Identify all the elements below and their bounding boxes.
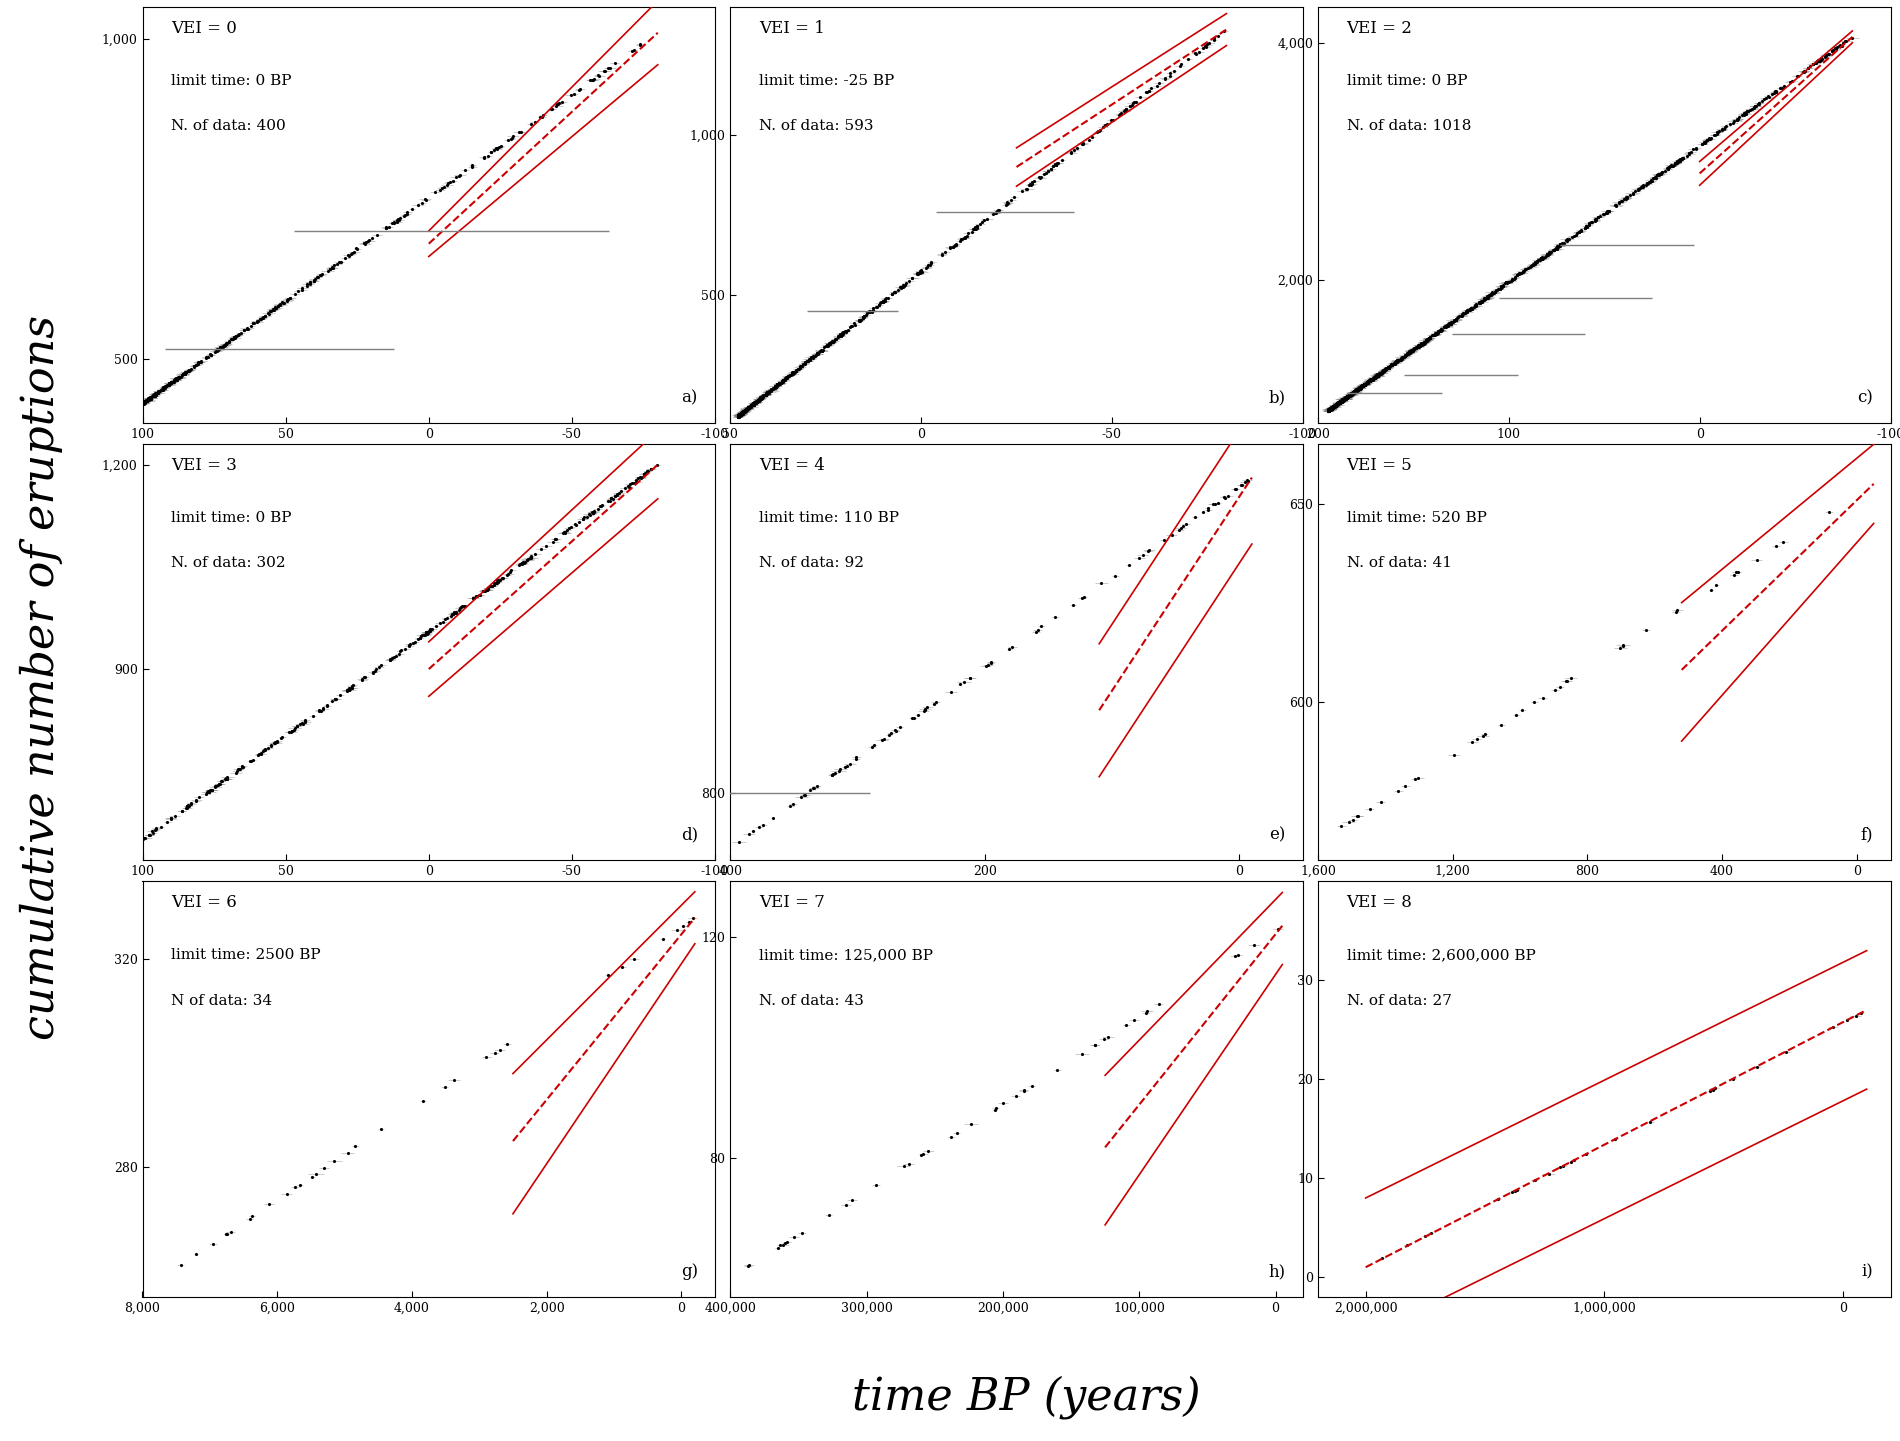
Text: VEI = 3: VEI = 3	[171, 457, 238, 474]
Text: N. of data: 27: N. of data: 27	[1347, 994, 1452, 1007]
Text: f): f)	[1860, 826, 1873, 843]
Text: h): h)	[1269, 1264, 1286, 1280]
Text: a): a)	[682, 389, 697, 406]
Text: g): g)	[680, 1264, 697, 1280]
Text: limit time: 0 BP: limit time: 0 BP	[1347, 73, 1467, 88]
Text: N of data: 34: N of data: 34	[171, 994, 272, 1007]
Text: limit time: 110 BP: limit time: 110 BP	[758, 510, 899, 525]
Text: N. of data: 1018: N. of data: 1018	[1347, 120, 1471, 134]
Text: d): d)	[680, 826, 697, 843]
Text: VEI = 6: VEI = 6	[171, 893, 238, 911]
Text: limit time: 2,600,000 BP: limit time: 2,600,000 BP	[1347, 948, 1535, 963]
Text: VEI = 7: VEI = 7	[758, 893, 825, 911]
Text: N. of data: 92: N. of data: 92	[758, 556, 864, 571]
Text: N. of data: 400: N. of data: 400	[171, 120, 285, 134]
Text: N. of data: 593: N. of data: 593	[758, 120, 874, 134]
Text: cumulative number of eruptions: cumulative number of eruptions	[21, 314, 63, 1040]
Text: VEI = 1: VEI = 1	[758, 20, 825, 36]
Text: b): b)	[1269, 389, 1286, 406]
Text: N. of data: 41: N. of data: 41	[1347, 556, 1452, 571]
Text: VEI = 5: VEI = 5	[1347, 457, 1412, 474]
Text: limit time: 2500 BP: limit time: 2500 BP	[171, 948, 321, 963]
Text: VEI = 8: VEI = 8	[1347, 893, 1412, 911]
Text: VEI = 2: VEI = 2	[1347, 20, 1412, 36]
Text: i): i)	[1862, 1264, 1873, 1280]
Text: limit time: -25 BP: limit time: -25 BP	[758, 73, 895, 88]
Text: limit time: 520 BP: limit time: 520 BP	[1347, 510, 1486, 525]
Text: limit time: 0 BP: limit time: 0 BP	[171, 510, 291, 525]
Text: e): e)	[1269, 826, 1286, 843]
Text: N. of data: 43: N. of data: 43	[758, 994, 864, 1007]
Text: limit time: 0 BP: limit time: 0 BP	[171, 73, 291, 88]
Text: VEI = 4: VEI = 4	[758, 457, 825, 474]
Text: c): c)	[1858, 389, 1873, 406]
Text: time BP (years): time BP (years)	[851, 1376, 1201, 1419]
Text: limit time: 125,000 BP: limit time: 125,000 BP	[758, 948, 933, 963]
Text: N. of data: 302: N. of data: 302	[171, 556, 285, 571]
Text: VEI = 0: VEI = 0	[171, 20, 238, 36]
